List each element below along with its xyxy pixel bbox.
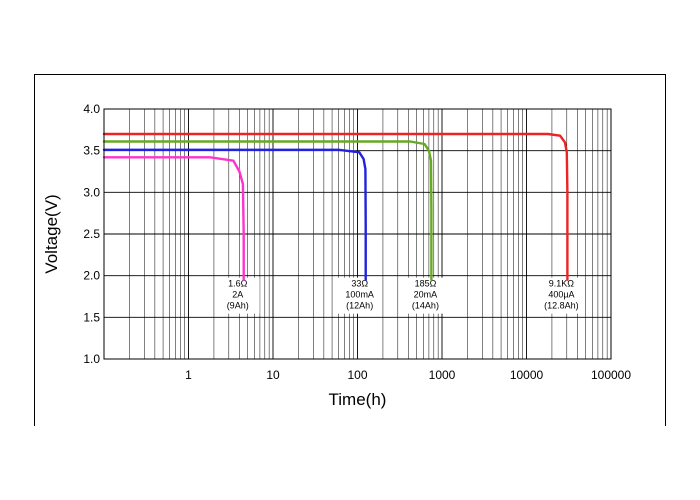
y-tick-label: 3.0 [83, 185, 100, 199]
annotation-text: (14Ah) [412, 301, 439, 311]
annotation-text: 9.1KΩ [549, 279, 575, 289]
annotation-bg [539, 277, 584, 314]
y-tick-label: 1.0 [83, 352, 100, 366]
y-tick-label: 3.5 [83, 144, 100, 158]
y-tick-labels: 1.0 1.5 2.0 2.5 3.0 3.5 4.0 [83, 102, 100, 366]
x-tick-label: 10 [266, 368, 280, 382]
annotation-text: 20mA [414, 290, 438, 300]
annotation-text: 185Ω [415, 279, 437, 289]
annotation-bg [215, 277, 260, 314]
annotation-text: (12.8Ah) [544, 301, 579, 311]
x-axis-label: Time(h) [329, 390, 387, 409]
annotation-text: (12Ah) [346, 301, 373, 311]
chart-frame: 1.6Ω 2A (9Ah) 33Ω 100mA (12Ah) 185Ω 20mA (14Ah) 9… [34, 74, 666, 426]
y-tick-label: 4.0 [83, 102, 100, 116]
x-tick-label: 1 [185, 368, 192, 382]
series-line [102, 132, 569, 282]
plot-border [103, 108, 612, 360]
y-tick-label: 2.0 [83, 269, 100, 283]
y-tick-label: 1.5 [83, 310, 100, 324]
x-tick-label: 100 [347, 368, 367, 382]
series-line [102, 148, 367, 282]
annotation-text: (9Ah) [227, 301, 249, 311]
annotation-text: 100mA [345, 290, 374, 300]
x-tick-label: 100000 [591, 368, 631, 382]
series-line [102, 140, 433, 282]
annotation-bg [403, 277, 448, 314]
y-tick-label: 2.5 [83, 227, 100, 241]
x-tick-label: 1000 [429, 368, 456, 382]
series-lines [102, 132, 569, 282]
series-line [102, 156, 245, 282]
x-tick-labels: 1 10 100 1000 10000 100000 [185, 368, 631, 382]
y-axis-label: Voltage(V) [42, 194, 61, 273]
annotation-text: 33Ω [351, 279, 368, 289]
annotation-text: 1.6Ω [228, 279, 248, 289]
annotation-text: 400μA [548, 290, 574, 300]
x-tick-label: 10000 [510, 368, 544, 382]
annotation-bg [337, 277, 382, 314]
annotation-text: 2A [232, 290, 243, 300]
